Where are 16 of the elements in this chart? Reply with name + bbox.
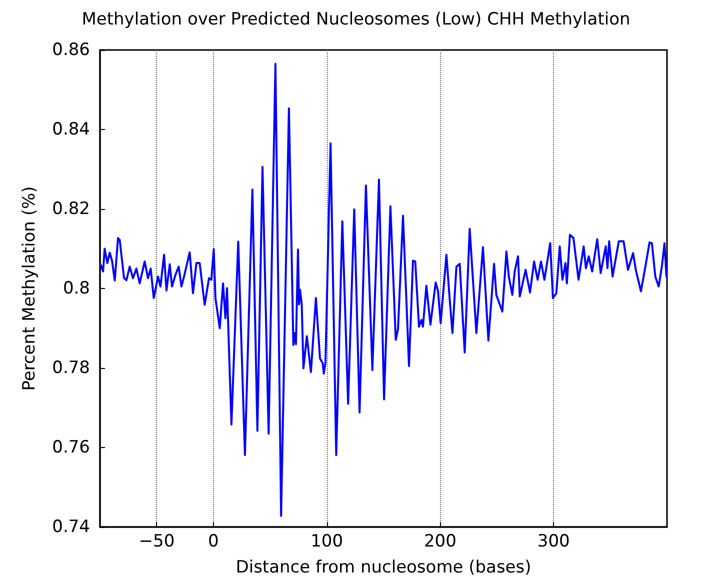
y-axis-title: Percent Methylation (%): [20, 186, 40, 391]
y-tick-label: 0.84: [52, 120, 90, 140]
x-tick-label: 200: [424, 532, 456, 552]
y-tick-label: 0.74: [52, 517, 90, 537]
y-tick-label: 0.8: [62, 278, 90, 298]
x-tick-label: 0: [208, 532, 219, 552]
y-tick-label: 0.78: [52, 358, 90, 378]
x-tick-label: 100: [310, 532, 344, 552]
x-tick-label: 300: [537, 532, 570, 552]
line-series: [100, 62, 668, 517]
y-tick-label: 0.86: [52, 40, 90, 60]
y-tick-label: 0.76: [52, 438, 90, 458]
chart-title: Methylation over Predicted Nucleosomes (Low) CHH Methylation: [82, 10, 630, 30]
y-tick-label: 0.82: [52, 199, 90, 219]
x-tick-label: −50: [138, 532, 175, 552]
x-axis-title: Distance from nucleosome (bases): [236, 558, 532, 578]
